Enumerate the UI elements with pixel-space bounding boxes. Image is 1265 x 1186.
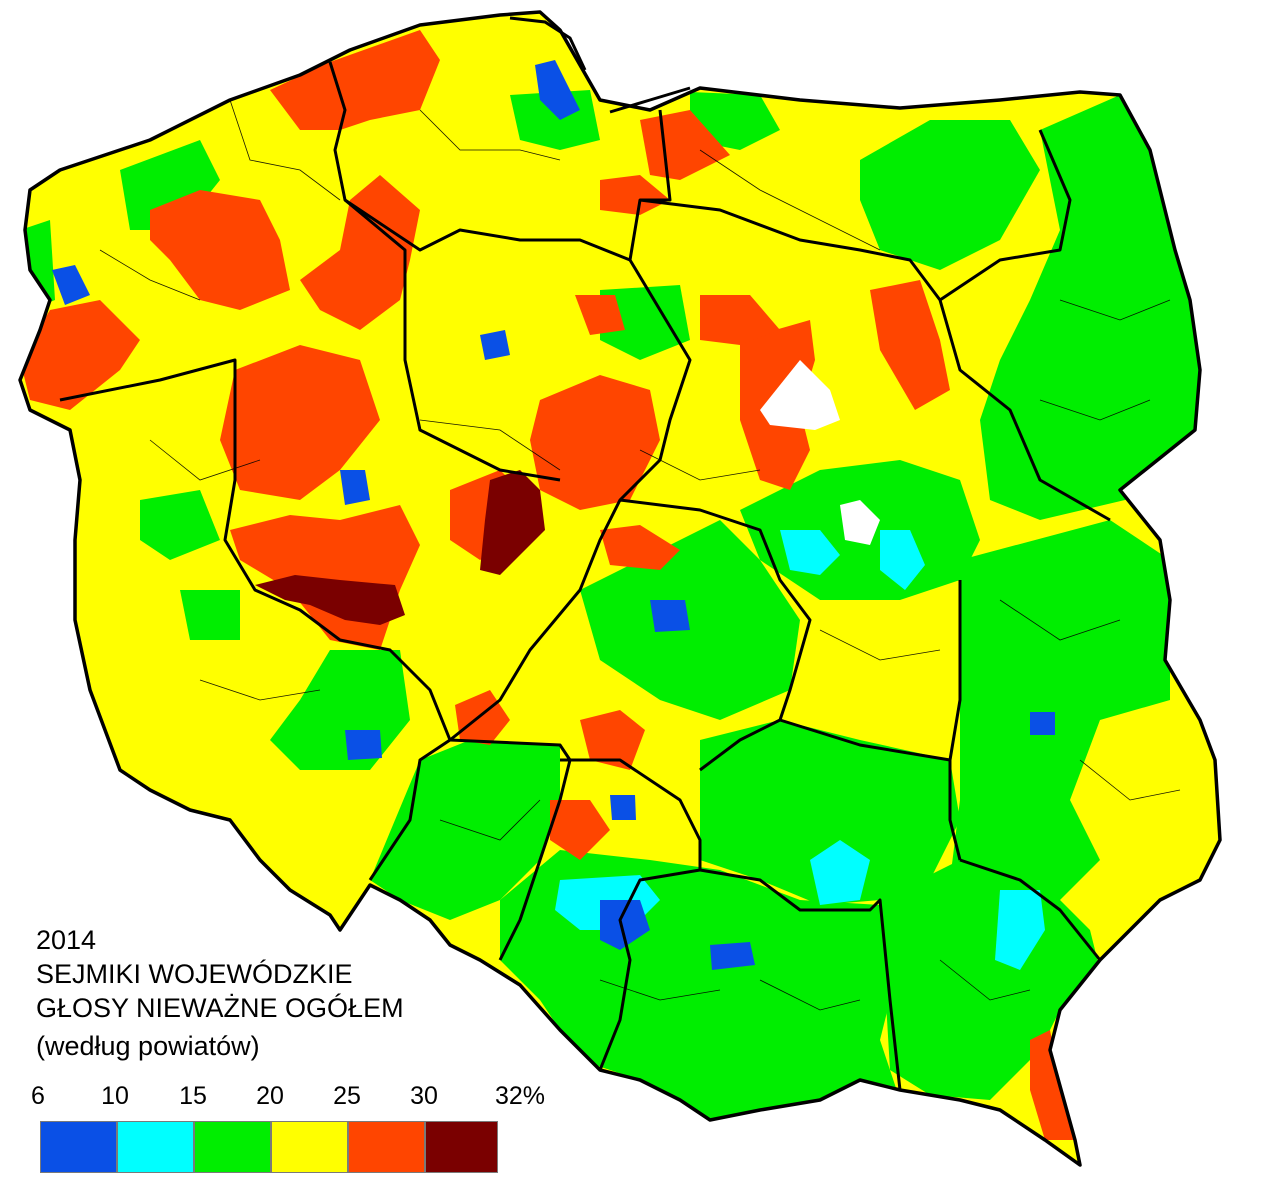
region-fill-orange xyxy=(220,345,380,500)
region-fill-orange xyxy=(600,175,670,215)
legend-swatch-6-10 xyxy=(40,1121,117,1173)
region-fill-green xyxy=(370,740,560,920)
legend-tick-label: 6 xyxy=(31,1082,45,1110)
legend-tick-label: 10 xyxy=(101,1082,129,1110)
region-fill-orange xyxy=(870,280,950,410)
region-fill-green xyxy=(980,95,1200,520)
region-fill-green xyxy=(580,520,800,720)
poland-outline xyxy=(18,10,1222,1167)
region-fill-orange xyxy=(600,525,680,570)
region-fill-cyan xyxy=(780,530,840,575)
legend-swatch-30-32 xyxy=(425,1121,498,1173)
legend-swatch-10-15 xyxy=(117,1121,194,1173)
hel-peninsula xyxy=(509,16,587,71)
voivodeship-borders xyxy=(59,61,1111,1091)
region-fill-green xyxy=(700,720,960,905)
legend-tick-label: 30 xyxy=(410,1082,438,1110)
region-fill-green xyxy=(180,590,240,640)
region-fill-blue xyxy=(1030,712,1055,735)
legend-swatch-20-25 xyxy=(271,1121,348,1173)
legend-tick-label: 25 xyxy=(333,1082,361,1110)
region-fill-blue xyxy=(340,470,370,505)
region-fill-nodata xyxy=(840,500,880,545)
region-fill-darkred xyxy=(480,470,545,575)
region-fill-orange xyxy=(20,300,140,410)
region-fill-orange xyxy=(150,190,290,310)
region-fill-blue xyxy=(345,730,382,760)
region-fill-blue xyxy=(710,942,755,970)
legend-swatch-25-30 xyxy=(348,1121,425,1173)
legend-tick-label: 20 xyxy=(256,1082,284,1110)
region-fill-blue xyxy=(610,795,636,820)
vistula-spit xyxy=(609,86,691,114)
region-fill-orange xyxy=(300,175,420,330)
region-fill-orange xyxy=(700,295,780,345)
region-fill-cyan xyxy=(880,530,925,590)
region-fill-blue xyxy=(52,265,90,305)
region-fill-orange xyxy=(1030,1030,1075,1140)
region-fill-blue xyxy=(480,330,510,360)
map-title-line3: (według powiatów) xyxy=(36,1031,260,1061)
region-fill-cyan xyxy=(810,840,870,905)
region-fill-green xyxy=(600,285,690,360)
region-fill-nodata xyxy=(760,360,840,430)
map-title-line1: SEJMIKI WOJEWÓDZKIE xyxy=(36,959,353,989)
map-title-line2: GŁOSY NIEWAŻNE OGÓŁEM xyxy=(36,993,404,1023)
region-fill-darkred xyxy=(255,575,405,625)
region-fill-orange xyxy=(575,295,625,335)
region-fill-blue xyxy=(600,900,650,950)
region-fill-green xyxy=(140,490,220,560)
legend-tick-label: 15 xyxy=(179,1082,207,1110)
region-fill-cyan xyxy=(995,890,1045,970)
region-fill-blue xyxy=(535,60,580,120)
map-year: 2014 xyxy=(36,925,97,955)
region-fill-blue xyxy=(650,600,690,632)
legend-tick-label: 32% xyxy=(494,1082,546,1110)
region-fill-orange xyxy=(530,375,660,510)
region-fill-orange xyxy=(550,800,610,860)
region-fill-orange xyxy=(270,30,440,130)
region-fill-green xyxy=(860,120,1040,270)
region-fill-orange xyxy=(580,710,645,770)
legend-swatch-15-20 xyxy=(194,1121,271,1173)
